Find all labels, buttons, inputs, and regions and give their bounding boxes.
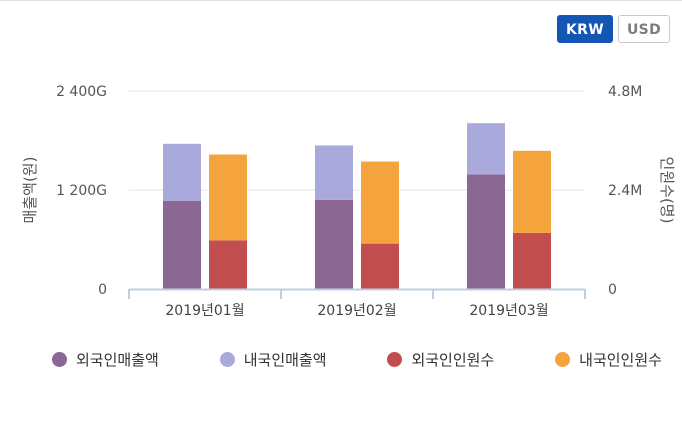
bar [467,174,505,289]
legend-swatch [387,352,403,367]
legend-item-foreign-visitors[interactable]: 외국인인원수 [387,349,494,370]
legend-label: 내국인인원수 [579,351,662,369]
currency-krw-button[interactable]: KRW [557,15,614,43]
legend-swatch [219,352,235,367]
bar [163,200,201,289]
bar [361,161,399,244]
legend-label: 외국인매출액 [76,351,159,369]
legend-item-foreign-sales[interactable]: 외국인매출액 [52,349,159,370]
currency-toggle: KRW USD [557,15,670,43]
x-tick-label: 2019년02월 [317,303,396,319]
y-tick-label: 1 200G [56,183,107,199]
bar [209,240,247,289]
y-tick-label: 2 400G [56,84,107,100]
y2-tick-label: 4.8M [608,84,642,100]
x-tick-label: 2019년03월 [469,303,548,319]
legend-swatch [52,352,67,367]
y2-tick-label: 0 [608,282,617,298]
y-tick-label: 0 [98,282,107,298]
y-axis-title: 매출액(원) [21,157,39,224]
top-border [0,0,682,1]
bar [209,154,247,241]
legend-label: 내국인매출액 [243,351,327,369]
bar [163,143,201,201]
legend-item-domestic-sales[interactable]: 내국인매출액 [219,349,327,370]
bar [361,243,399,289]
chart-legend: 외국인매출액 내국인매출액 외국인인원수 내국인인원수 [52,349,662,370]
bar [467,123,505,175]
currency-usd-button[interactable]: USD [618,15,670,43]
y2-tick-label: 2.4M [608,183,642,199]
bar [513,232,551,289]
legend-swatch [555,352,571,367]
bar [513,150,551,233]
bar [315,199,353,289]
bar [315,145,353,200]
x-tick-label: 2019년01월 [165,303,244,319]
legend-label: 외국인인원수 [411,351,495,369]
legend-item-domestic-visitors[interactable]: 내국인인원수 [555,349,662,370]
y2-axis-title: 인원수(명) [658,157,676,224]
